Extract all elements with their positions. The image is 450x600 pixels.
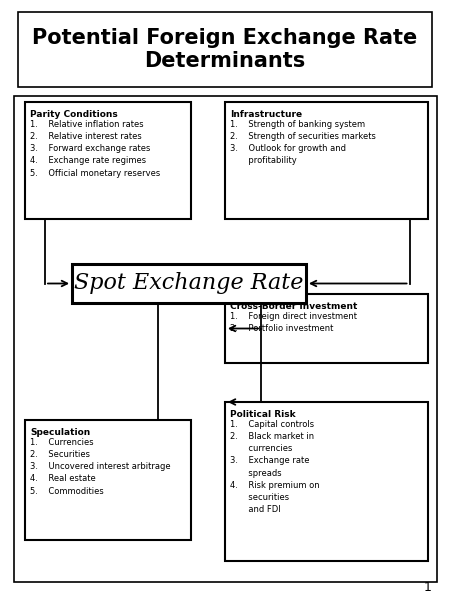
Bar — [225, 402, 428, 561]
Bar — [14, 96, 436, 582]
Text: Infrastructure: Infrastructure — [230, 110, 302, 119]
Text: 1.    Currencies
2.    Securities
3.    Uncovered interest arbitrage
4.    Real : 1. Currencies 2. Securities 3. Uncovered… — [30, 438, 171, 496]
Text: Spot Exchange Rate: Spot Exchange Rate — [74, 272, 304, 295]
Text: Political Risk: Political Risk — [230, 410, 296, 419]
Bar — [25, 102, 191, 219]
Text: 1.    Capital controls
2.    Black market in
       currencies
3.    Exchange ra: 1. Capital controls 2. Black market in c… — [230, 420, 320, 514]
Text: 1.    Foreign direct investment
2.    Portfolio investment: 1. Foreign direct investment 2. Portfoli… — [230, 312, 357, 333]
Bar — [72, 264, 306, 303]
Text: 1.    Relative inflation rates
2.    Relative interest rates
3.    Forward excha: 1. Relative inflation rates 2. Relative … — [30, 120, 160, 178]
Bar — [225, 102, 428, 219]
Bar — [25, 420, 191, 540]
Text: Cross-Border Investment: Cross-Border Investment — [230, 302, 358, 311]
Text: 1: 1 — [424, 581, 432, 594]
Text: Speculation: Speculation — [30, 428, 90, 437]
Bar — [18, 12, 432, 87]
Text: Parity Conditions: Parity Conditions — [30, 110, 118, 119]
Text: 1.    Strength of banking system
2.    Strength of securities markets
3.    Outl: 1. Strength of banking system 2. Strengt… — [230, 120, 376, 166]
Bar — [225, 294, 428, 363]
Text: Potential Foreign Exchange Rate
Determinants: Potential Foreign Exchange Rate Determin… — [32, 28, 418, 71]
